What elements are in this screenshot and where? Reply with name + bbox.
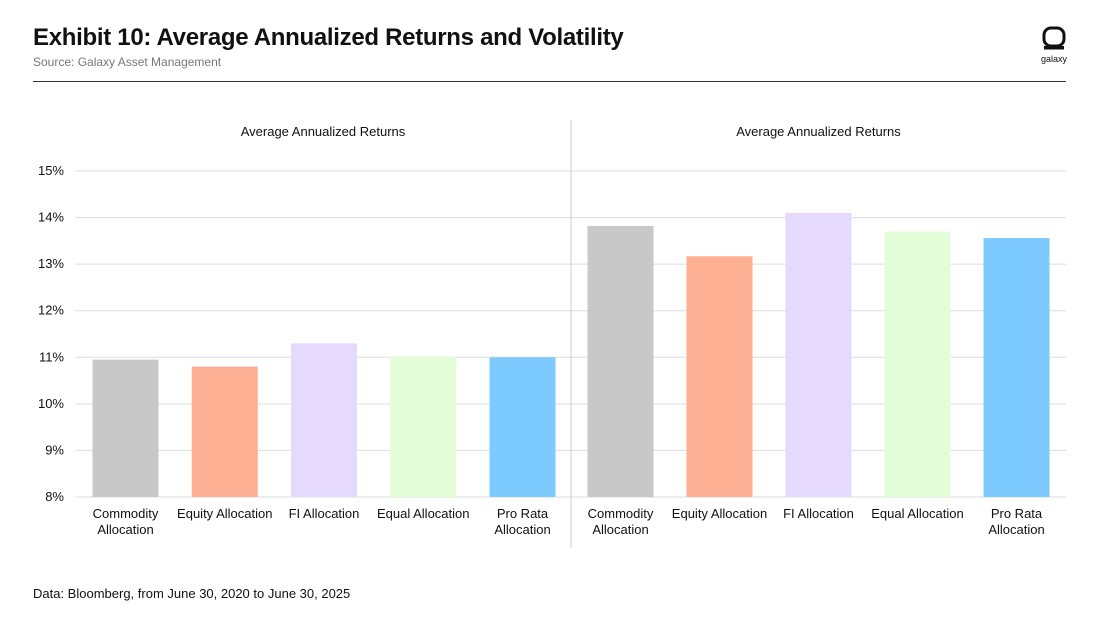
y-tick-label: 11% bbox=[39, 349, 64, 364]
y-tick-label: 14% bbox=[38, 210, 64, 225]
header-divider bbox=[33, 81, 1066, 82]
x-tick-label: Commodity bbox=[93, 506, 159, 521]
y-tick-label: 9% bbox=[45, 442, 64, 457]
panel-title: Average Annualized Returns bbox=[736, 124, 901, 139]
y-tick-label: 8% bbox=[45, 489, 64, 504]
page-title: Exhibit 10: Average Annualized Returns a… bbox=[33, 24, 624, 51]
x-tick-label: Pro Rata bbox=[497, 506, 549, 521]
x-tick-label: FI Allocation bbox=[783, 506, 854, 521]
bar bbox=[785, 212, 852, 497]
bar bbox=[587, 225, 654, 497]
x-tick-label: Allocation bbox=[494, 522, 550, 537]
y-tick-label: 13% bbox=[38, 256, 64, 271]
x-tick-label: Allocation bbox=[97, 522, 153, 537]
logo-wordmark: galaxy bbox=[1040, 54, 1067, 64]
y-tick-label: 10% bbox=[38, 396, 64, 411]
source-subtitle: Source: Galaxy Asset Management bbox=[33, 55, 222, 69]
x-tick-label: Commodity bbox=[588, 506, 654, 521]
bar bbox=[686, 256, 753, 497]
x-tick-label: Pro Rata bbox=[991, 506, 1043, 521]
panel-title: Average Annualized Returns bbox=[241, 124, 406, 139]
x-tick-label: Equal Allocation bbox=[871, 506, 964, 521]
bar bbox=[983, 238, 1050, 497]
galaxy-logo-icon bbox=[1042, 26, 1066, 50]
footnote: Data: Bloomberg, from June 30, 2020 to J… bbox=[33, 586, 351, 601]
bar bbox=[390, 356, 457, 497]
y-tick-label: 15% bbox=[38, 163, 64, 178]
bar bbox=[92, 359, 159, 497]
x-tick-label: Allocation bbox=[988, 522, 1044, 537]
bar bbox=[489, 357, 556, 497]
x-tick-label: FI Allocation bbox=[289, 506, 360, 521]
galaxy-logo: galaxy bbox=[1036, 26, 1072, 64]
y-tick-label: 12% bbox=[38, 303, 64, 318]
x-tick-label: Equal Allocation bbox=[377, 506, 470, 521]
bar bbox=[291, 343, 357, 497]
bar bbox=[191, 366, 258, 497]
x-tick-label: Equity Allocation bbox=[672, 506, 767, 521]
x-tick-label: Allocation bbox=[592, 522, 648, 537]
x-tick-label: Equity Allocation bbox=[177, 506, 272, 521]
bar bbox=[884, 231, 951, 498]
